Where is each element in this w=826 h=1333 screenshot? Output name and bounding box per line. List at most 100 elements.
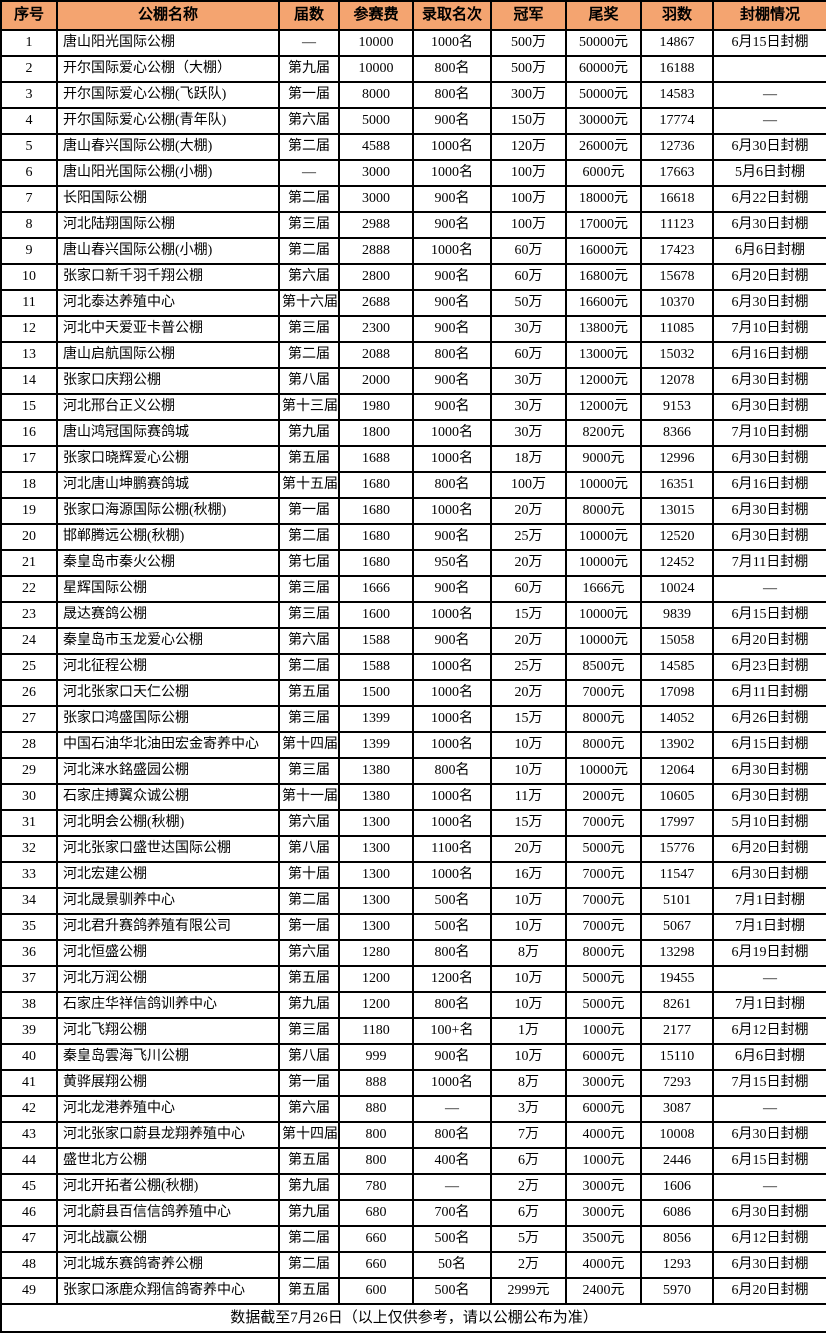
col-index-cell: 41 bbox=[0, 1069, 58, 1097]
col-tail-prize-cell: 16000元 bbox=[565, 237, 642, 265]
col-tail-prize-cell: 17000元 bbox=[565, 211, 642, 239]
col-tail-prize-cell: 7000元 bbox=[565, 809, 642, 837]
col-loft-name-cell: 河北邢台正义公棚 bbox=[56, 393, 280, 421]
col-tail-prize-cell: 10000元 bbox=[565, 471, 642, 499]
col-entry-fee-cell: 8000 bbox=[338, 81, 414, 109]
col-pigeon-count-cell: 9153 bbox=[640, 393, 714, 421]
col-champion-prize-cell: 20万 bbox=[490, 627, 567, 655]
col-pigeon-count-cell: 13902 bbox=[640, 731, 714, 759]
col-session-cell: 第三届 bbox=[278, 757, 340, 785]
col-pigeon-count-cell: 15678 bbox=[640, 263, 714, 291]
col-session-cell: 第三届 bbox=[278, 601, 340, 629]
col-tail-prize-cell: 8000元 bbox=[565, 939, 642, 967]
col-pigeon-count-cell: 12736 bbox=[640, 133, 714, 161]
col-entry-fee-cell: 800 bbox=[338, 1121, 414, 1149]
col-pigeon-count-cell: 15032 bbox=[640, 341, 714, 369]
col-tail-prize-cell: 3500元 bbox=[565, 1225, 642, 1253]
col-accepted-ranks-cell: 50名 bbox=[412, 1251, 492, 1279]
col-closing-status-cell: 7月1日封棚 bbox=[712, 991, 826, 1019]
col-pigeon-count-cell: 15058 bbox=[640, 627, 714, 655]
col-pigeon-count-cell: 1606 bbox=[640, 1173, 714, 1201]
col-index-cell: 33 bbox=[0, 861, 58, 889]
col-champion-prize-cell: 60万 bbox=[490, 575, 567, 603]
col-session-cell: 第九届 bbox=[278, 1199, 340, 1227]
col-pigeon-count-cell: 17774 bbox=[640, 107, 714, 135]
col-closing-status-cell: 7月1日封棚 bbox=[712, 887, 826, 915]
col-session-cell: 第三届 bbox=[278, 705, 340, 733]
col-entry-fee-cell: 5000 bbox=[338, 107, 414, 135]
col-tail-prize-cell: 8000元 bbox=[565, 705, 642, 733]
col-champion-prize-cell: 10万 bbox=[490, 991, 567, 1019]
col-champion-prize-cell: 15万 bbox=[490, 809, 567, 837]
table-row: 1 唐山阳光国际公棚 —10000 1000名 500万 50000元 14867 6月15日… bbox=[0, 29, 826, 57]
col-loft-name-cell: 晟达赛鸽公棚 bbox=[56, 601, 280, 629]
col-closing-status-cell: 6月30日封棚 bbox=[712, 783, 826, 811]
table-row: 11 河北泰达养殖中心 第十六届 2688 900名 50万 16600元 10370 6月30… bbox=[0, 289, 826, 317]
col-tail-prize-cell: 60000元 bbox=[565, 55, 642, 83]
col-pigeon-count-cell: 8261 bbox=[640, 991, 714, 1019]
table-row: 30 石家庄搏翼众诚公棚 第十一届 1380 1000名 11万 2000元 10605 6月3… bbox=[0, 783, 826, 811]
col-loft-name-cell: 河北泰达养殖中心 bbox=[56, 289, 280, 317]
col-index-cell: 6 bbox=[0, 159, 58, 187]
col-session-cell: 第十三届 bbox=[278, 393, 340, 421]
header-col-entry-fee: 参赛费 bbox=[338, 0, 414, 31]
col-champion-prize-cell: 50万 bbox=[490, 289, 567, 317]
col-entry-fee-cell: 1588 bbox=[338, 627, 414, 655]
col-champion-prize-cell: 30万 bbox=[490, 315, 567, 343]
col-index-cell: 18 bbox=[0, 471, 58, 499]
col-closing-status-cell: 6月23日封棚 bbox=[712, 653, 826, 681]
col-pigeon-count-cell: 10605 bbox=[640, 783, 714, 811]
col-index-cell: 42 bbox=[0, 1095, 58, 1123]
col-entry-fee-cell: 4588 bbox=[338, 133, 414, 161]
col-index-cell: 15 bbox=[0, 393, 58, 421]
col-closing-status-cell: 5月10日封棚 bbox=[712, 809, 826, 837]
col-entry-fee-cell: 600 bbox=[338, 1277, 414, 1305]
col-session-cell: 第五届 bbox=[278, 965, 340, 993]
col-loft-name-cell: 河北宏建公棚 bbox=[56, 861, 280, 889]
col-entry-fee-cell: 1300 bbox=[338, 835, 414, 863]
col-index-cell: 20 bbox=[0, 523, 58, 551]
col-accepted-ranks-cell: 500名 bbox=[412, 913, 492, 941]
col-accepted-ranks-cell: 1000名 bbox=[412, 159, 492, 187]
table-row: 16 唐山鸿冠国际赛鸽城 第九届 1800 1000名 30万 8200元 8366 7月10日… bbox=[0, 419, 826, 447]
col-champion-prize-cell: 11万 bbox=[490, 783, 567, 811]
col-index-cell: 11 bbox=[0, 289, 58, 317]
col-session-cell: 第一届 bbox=[278, 913, 340, 941]
col-closing-status-cell: 7月11日封棚 bbox=[712, 549, 826, 577]
col-index-cell: 16 bbox=[0, 419, 58, 447]
table-row: 5 唐山春兴国际公棚(大棚) 第二届 4588 1000名 120万 26000元 12736… bbox=[0, 133, 826, 161]
col-loft-name-cell: 河北恒盛公棚 bbox=[56, 939, 280, 967]
table-row: 49 张家口涿鹿众翔信鸽寄养中心 第五届 600 500名 2999元 2400元 5970 6… bbox=[0, 1277, 826, 1305]
col-tail-prize-cell: 3000元 bbox=[565, 1173, 642, 1201]
col-index-cell: 17 bbox=[0, 445, 58, 473]
col-entry-fee-cell: 780 bbox=[338, 1173, 414, 1201]
col-entry-fee-cell: 680 bbox=[338, 1199, 414, 1227]
col-loft-name-cell: 河北万润公棚 bbox=[56, 965, 280, 993]
col-champion-prize-cell: 500万 bbox=[490, 55, 567, 83]
col-index-cell: 3 bbox=[0, 81, 58, 109]
col-pigeon-count-cell: 12078 bbox=[640, 367, 714, 395]
col-session-cell: 第三届 bbox=[278, 315, 340, 343]
col-champion-prize-cell: 20万 bbox=[490, 679, 567, 707]
col-index-cell: 48 bbox=[0, 1251, 58, 1279]
col-loft-name-cell: 河北龙港养殖中心 bbox=[56, 1095, 280, 1123]
col-loft-name-cell: 河北张家口盛世达国际公棚 bbox=[56, 835, 280, 863]
col-loft-name-cell: 河北明会公棚(秋棚) bbox=[56, 809, 280, 837]
col-champion-prize-cell: 10万 bbox=[490, 731, 567, 759]
col-pigeon-count-cell: 11085 bbox=[640, 315, 714, 343]
col-accepted-ranks-cell: 500名 bbox=[412, 1277, 492, 1305]
col-tail-prize-cell: 3000元 bbox=[565, 1199, 642, 1227]
col-accepted-ranks-cell: 1000名 bbox=[412, 29, 492, 57]
col-closing-status-cell: 6月19日封棚 bbox=[712, 939, 826, 967]
col-entry-fee-cell: 1399 bbox=[338, 731, 414, 759]
col-session-cell: 第一届 bbox=[278, 497, 340, 525]
col-closing-status-cell: 6月30日封棚 bbox=[712, 1251, 826, 1279]
col-index-cell: 7 bbox=[0, 185, 58, 213]
col-champion-prize-cell: 100万 bbox=[490, 185, 567, 213]
col-index-cell: 1 bbox=[0, 29, 58, 57]
col-champion-prize-cell: 30万 bbox=[490, 393, 567, 421]
col-tail-prize-cell: 7000元 bbox=[565, 887, 642, 915]
col-loft-name-cell: 河北城东赛鸽寄养公棚 bbox=[56, 1251, 280, 1279]
col-closing-status-cell: 6月30日封棚 bbox=[712, 289, 826, 317]
table-row: 17 张家口晓辉爱心公棚 第五届 1688 1000名 18万 9000元 12996 6月30… bbox=[0, 445, 826, 473]
